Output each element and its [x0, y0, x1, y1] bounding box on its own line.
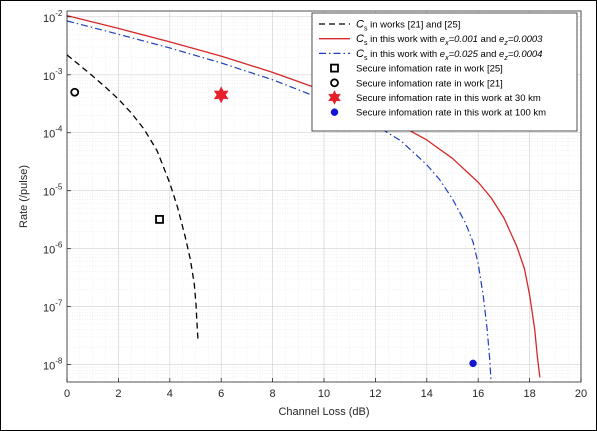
- legend-subscript: s: [364, 40, 368, 47]
- legend-label-3: Cs in this work with ex=0.025 and ez=0.0…: [356, 48, 542, 62]
- y-tick-base: 10: [43, 129, 55, 141]
- legend-var: e: [499, 49, 504, 60]
- y-tick-label: 10-5: [43, 183, 63, 199]
- legend-label-1: Cs in works [21] and [25]: [356, 19, 460, 33]
- data-point-3: [213, 86, 229, 104]
- legend: Cs in works [21] and [25]Cs in this work…: [311, 12, 578, 132]
- y-tick-base: 10: [43, 361, 55, 373]
- y-tick-exponent: -4: [55, 125, 63, 134]
- series-layer: [66, 14, 541, 383]
- legend-subscript: z: [503, 55, 508, 62]
- legend-label-2: Cs in this work with ex=0.001 and ez=0.0…: [356, 33, 543, 47]
- y-tick-base: 10: [43, 13, 55, 25]
- legend-var: e: [499, 34, 504, 45]
- legend-value: =0.001: [449, 34, 478, 45]
- x-tick-label: 10: [318, 388, 330, 400]
- data-point-4: [469, 359, 477, 368]
- data-point-2: [70, 87, 80, 97]
- y-axis-label: Rate (/pulse): [18, 165, 30, 228]
- x-tick-label: 14: [421, 388, 433, 400]
- y-tick-label: 10-2: [43, 9, 63, 25]
- legend-marker-1: [330, 63, 339, 73]
- legend-value: =0.0003: [508, 34, 543, 45]
- x-ticks: 0 2 4 6 8 10 12 14 16 18 20: [64, 378, 587, 400]
- legend-marker-3: [328, 90, 341, 105]
- y-tick-exponent: -5: [55, 183, 63, 192]
- y-tick-exponent: -6: [55, 241, 63, 250]
- legend-var: e: [440, 34, 445, 45]
- legend-subscript: z: [503, 40, 508, 47]
- x-tick-label: 20: [575, 388, 587, 400]
- x-tick-label: 18: [523, 388, 535, 400]
- series-line-1: [66, 54, 199, 341]
- legend-subscript: s: [364, 26, 368, 33]
- x-tick-label: 2: [115, 388, 121, 400]
- series-line-3: [66, 20, 492, 383]
- x-tick-label: 8: [270, 388, 276, 400]
- x-tick-label: 0: [64, 388, 70, 400]
- legend-text: and: [478, 49, 499, 60]
- legend-var: e: [440, 49, 445, 60]
- legend-subscript: s: [364, 55, 368, 62]
- legend-point-label-1: Secure infomation rate in work [25]: [356, 64, 503, 75]
- y-tick-exponent: -7: [55, 299, 63, 308]
- x-tick-label: 6: [218, 388, 224, 400]
- legend-point-label-2: Secure infomation rate in work [21]: [356, 78, 503, 89]
- legend-value: =0.025: [449, 49, 479, 60]
- y-tick-base: 10: [43, 303, 55, 315]
- y-tick-exponent: -8: [55, 357, 63, 366]
- y-tick-label: 10-7: [43, 299, 63, 315]
- x-tick-label: 12: [369, 388, 381, 400]
- data-point-1: [155, 214, 164, 224]
- x-tick-label: 16: [472, 388, 484, 400]
- y-ticks: 10-810-710-610-510-410-310-2: [43, 9, 71, 373]
- points-layer: [70, 86, 477, 368]
- legend-point-label-4: Secure infomation rate in this work at 1…: [356, 108, 546, 119]
- y-tick-base: 10: [43, 187, 55, 199]
- legend-text: in this work with: [367, 34, 439, 45]
- x-tick-label: 4: [167, 388, 173, 400]
- legend-text: in works [21] and [25]: [367, 20, 460, 31]
- series-line-2: [66, 14, 541, 378]
- y-tick-label: 10-8: [43, 357, 63, 373]
- legend-symbol: C: [356, 48, 364, 60]
- legend-point-label-3: Secure infomation rate in this work at 3…: [356, 93, 541, 104]
- y-tick-label: 10-6: [43, 241, 63, 257]
- legend-symbol: C: [356, 19, 364, 31]
- y-tick-label: 10-4: [43, 125, 63, 141]
- legend-box: [311, 12, 578, 132]
- legend-value: =0.0004: [508, 49, 543, 60]
- y-tick-base: 10: [43, 245, 55, 257]
- legend-text: and: [478, 34, 499, 45]
- y-tick-label: 10-3: [43, 67, 63, 83]
- legend-text: in this work with: [367, 49, 439, 60]
- legend-symbol: C: [356, 33, 364, 45]
- y-tick-exponent: -2: [55, 9, 63, 18]
- legend-subscript: x: [444, 40, 449, 47]
- legend-subscript: x: [444, 55, 449, 62]
- x-axis-label: Channel Loss (dB): [278, 406, 369, 418]
- legend-marker-2: [330, 78, 339, 88]
- y-tick-exponent: -3: [55, 67, 63, 76]
- y-tick-base: 10: [43, 71, 55, 83]
- legend-marker-4: [330, 108, 339, 116]
